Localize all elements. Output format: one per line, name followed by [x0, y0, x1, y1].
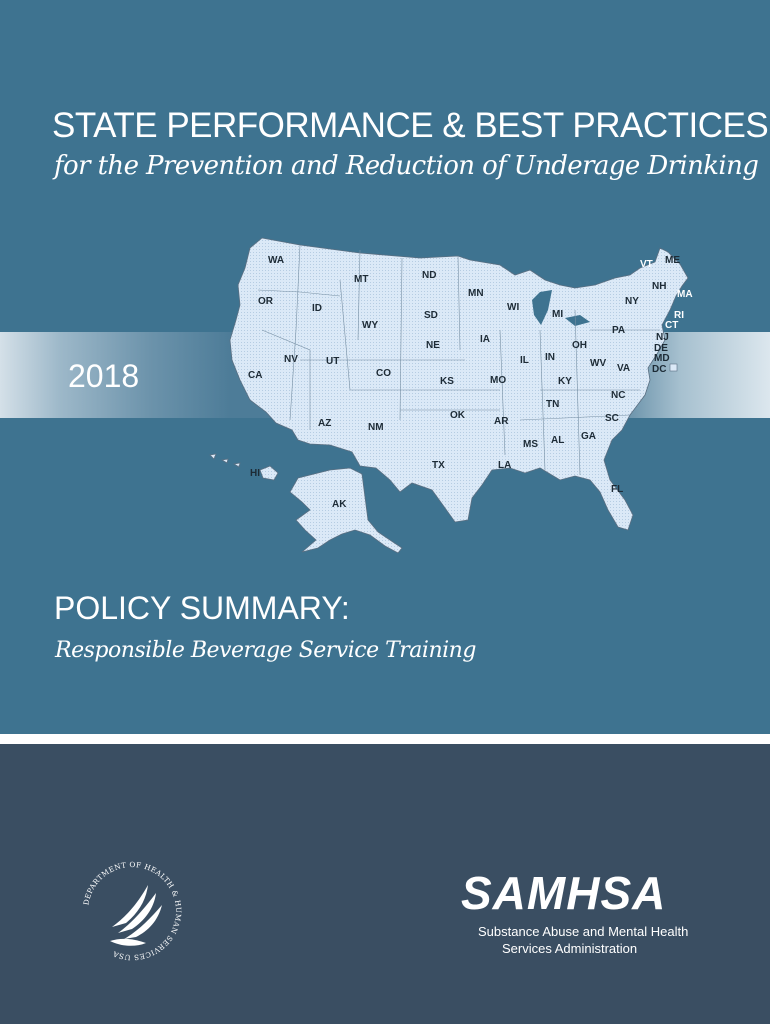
state-label: NH: [652, 281, 666, 292]
state-label: SD: [424, 310, 438, 321]
us-map: WA OR CA NV ID MT WY UT AZ NM CO ND SD N…: [209, 237, 693, 554]
state-label: IL: [520, 355, 529, 366]
state-label: KY: [558, 376, 572, 387]
state-label: UT: [326, 356, 339, 367]
state-label: AZ: [318, 418, 331, 429]
state-label: NV: [284, 354, 298, 365]
state-label: RI: [674, 310, 684, 321]
state-label: NM: [368, 422, 384, 433]
state-label: DC: [652, 364, 666, 375]
state-label: MS: [523, 439, 538, 450]
state-label: GA: [581, 431, 596, 442]
state-borders: [257, 244, 660, 476]
state-label: MO: [490, 375, 506, 386]
samhsa-name-line2: Services Administration: [502, 941, 638, 956]
state-label: PA: [612, 325, 625, 336]
state-label: MN: [468, 288, 484, 299]
state-label: WI: [507, 302, 519, 313]
report-year: 2018: [68, 358, 140, 394]
state-label: CA: [248, 370, 262, 381]
state-label: VA: [617, 363, 630, 374]
state-label: IA: [480, 334, 490, 345]
white-divider: [0, 734, 770, 744]
hawaii-shape: [209, 453, 279, 481]
state-labels: WA OR CA NV ID MT WY UT AZ NM CO ND SD N…: [248, 255, 693, 510]
alaska-shape: [289, 467, 403, 554]
state-label: NC: [611, 390, 625, 401]
state-label: MT: [354, 274, 368, 285]
state-label: NY: [625, 296, 639, 307]
state-label: MA: [677, 289, 693, 300]
state-label: WV: [590, 358, 606, 369]
state-label: OH: [572, 340, 587, 351]
state-label: AL: [551, 435, 564, 446]
state-label: TN: [546, 399, 559, 410]
state-label: WY: [362, 320, 378, 331]
cover-footer-panel: [0, 744, 770, 1024]
state-label: WA: [268, 255, 284, 266]
state-label: SC: [605, 413, 619, 424]
report-subtitle: for the Prevention and Reduction of Unde…: [54, 151, 759, 181]
samhsa-name-line1: Substance Abuse and Mental Health: [478, 924, 689, 939]
state-label: IN: [545, 352, 555, 363]
state-label: DE: [654, 343, 668, 354]
report-title: STATE PERFORMANCE & BEST PRACTICES: [52, 106, 769, 145]
state-label: OK: [450, 410, 466, 421]
policy-summary-heading: POLICY SUMMARY:: [54, 590, 350, 626]
state-label: AR: [494, 416, 509, 427]
state-label: NJ: [656, 332, 669, 343]
state-label: ME: [665, 255, 680, 266]
state-label: HI: [250, 468, 260, 479]
state-label: KS: [440, 376, 454, 387]
state-label: ND: [422, 270, 436, 281]
policy-topic: Responsible Beverage Service Training: [55, 638, 476, 663]
state-label: VT: [640, 259, 653, 270]
state-label: TX: [432, 460, 445, 471]
state-label: AK: [332, 499, 347, 510]
state-label: FL: [611, 484, 623, 495]
state-label: OR: [258, 296, 274, 307]
state-label: CO: [376, 368, 391, 379]
state-label: CT: [665, 320, 678, 331]
state-label: NE: [426, 340, 440, 351]
state-label: MD: [654, 353, 670, 364]
contiguous-us-shape: [229, 237, 689, 531]
state-label: MI: [552, 309, 563, 320]
hhs-seal-icon: DEPARTMENT OF HEALTH & HUMAN SERVICES US…: [81, 860, 182, 962]
samhsa-wordmark: SAMHSA: [461, 867, 667, 919]
samhsa-logo: SAMHSA Substance Abuse and Mental Health…: [455, 866, 695, 961]
state-label: ID: [312, 303, 322, 314]
state-label: LA: [498, 460, 511, 471]
dc-marker: [669, 363, 678, 372]
